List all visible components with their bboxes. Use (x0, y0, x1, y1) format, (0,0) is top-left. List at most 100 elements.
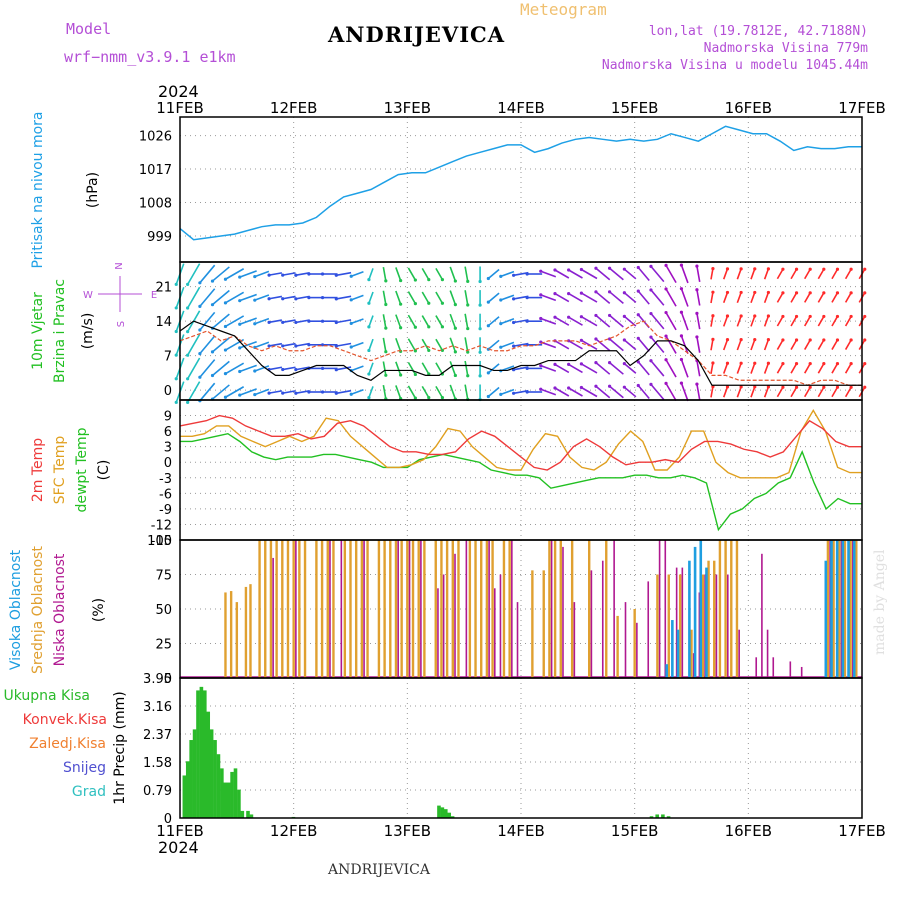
low-cloud-bar (766, 629, 769, 678)
low-cloud-bar (681, 567, 684, 678)
wind-arrow-head (835, 314, 840, 319)
wind-arrow-head (453, 326, 457, 330)
wind-arrow-head (367, 372, 371, 376)
temp-ylabel-sfc: SFC Temp (52, 436, 68, 505)
wind-arrow (763, 315, 770, 327)
wind-arrow-head (553, 268, 557, 272)
wind-arrow (803, 339, 811, 350)
wind-arrow (395, 337, 402, 352)
high-cloud-bar (688, 560, 691, 678)
y-tick-label: 0 (164, 812, 172, 827)
wind-arrow (407, 267, 417, 281)
mid-cloud-bar (701, 574, 705, 678)
mid-cloud-bar (502, 540, 506, 678)
wind-arrow-head (636, 360, 640, 364)
wind-arrow-head (367, 278, 371, 282)
x-tick-label-bottom: 14FEB (497, 822, 544, 840)
wind-arrow-head (679, 310, 684, 314)
wind-arrow-head (453, 350, 457, 354)
wind-arrow (650, 313, 665, 330)
wind-arrow (680, 382, 689, 402)
wind-arrow (268, 342, 283, 347)
mid-cloud-bar (548, 540, 551, 678)
mid-cloud-bar (542, 570, 545, 678)
x-tick-label-bottom: 16FEB (725, 822, 772, 840)
y-tick-label: 6 (164, 425, 172, 440)
precip-bar (223, 782, 228, 818)
precip-bar (182, 775, 187, 818)
low-cloud-bar (840, 540, 843, 678)
wind-arrow-head (267, 391, 271, 395)
wind-arrow-head (427, 278, 431, 282)
wind-arrow-head (664, 358, 668, 362)
mid-cloud-bar (229, 591, 233, 678)
wind-arrow (665, 264, 677, 284)
wind-arrow-head (186, 306, 190, 310)
wind-arrow (790, 292, 798, 303)
temp-ylabel-dewpt: dewpt Temp (74, 427, 90, 512)
precip-bar (237, 789, 241, 818)
wind-arrow-head (367, 301, 371, 305)
wind-arrow-head (384, 373, 388, 377)
x-tick-label-top: 17FEB (838, 99, 885, 117)
wind-arrow (199, 288, 216, 307)
wind-arrow (581, 268, 598, 280)
wind-arrow-head (367, 348, 371, 353)
wind-arrow-head (413, 278, 417, 282)
wind-arrow (407, 291, 417, 305)
wind-arrow (736, 386, 742, 398)
wind-arrow-head (863, 385, 867, 389)
wind-arrow (435, 291, 444, 304)
wind-arrow (554, 387, 570, 397)
precip-legend-label: Snijeg (63, 760, 106, 776)
mid-cloud-bar (474, 540, 477, 678)
wind-arrow-head (636, 265, 640, 270)
wind-arrow-head (499, 274, 503, 278)
wind-arrow-head (413, 325, 417, 329)
wind-arrow-head (512, 273, 516, 277)
wind-arrow-head (822, 291, 826, 295)
wind-arrow (831, 386, 839, 398)
mid-cloud-bar (332, 540, 335, 678)
wind-arrow-head (174, 353, 178, 357)
wind-arrow-head (849, 385, 853, 389)
wind-arrow-head (223, 301, 228, 305)
wind-arrow (710, 362, 714, 374)
wind-arrow-head (863, 362, 867, 366)
wind-arrow-head (198, 328, 202, 332)
wind-arrow-head (210, 350, 215, 354)
wind-arrow-head (863, 338, 867, 342)
wind-arrow-head (822, 267, 826, 271)
wind-arrow (464, 337, 469, 353)
wind-arrow-head (320, 366, 325, 370)
wind-arrow-head (794, 291, 799, 295)
wind-arrow (199, 359, 216, 378)
chart-title: ANDRIJEVICA (328, 22, 506, 47)
precip-legend-label: Konvek.Kisa (23, 712, 107, 728)
low-cloud-bar (516, 602, 519, 678)
precip-bar (209, 729, 214, 818)
cloud-ylabel-mid: Srednja Oblacnost (30, 546, 46, 674)
wind-arrow (382, 290, 387, 305)
wind-arrow-head (174, 282, 178, 286)
wind-arrow-head (711, 314, 715, 318)
wind-arrow-head (525, 319, 529, 323)
x-tick-label-bottom: 15FEB (611, 822, 658, 840)
wind-arrow (750, 315, 756, 327)
wind-arrow (844, 339, 852, 350)
wind-arrow-head (607, 266, 612, 270)
wind-arrow-head (349, 321, 353, 326)
wind-arrow (722, 386, 729, 398)
low-cloud-bar (329, 540, 331, 678)
low-cloud-bar (755, 657, 758, 678)
wind-arrow (803, 386, 811, 398)
wind-arrow-head (594, 384, 598, 388)
low-cloud-bar (499, 574, 502, 678)
mid-cloud-bar (264, 540, 267, 678)
wind-arrow-head (486, 394, 490, 399)
wind-arrow (637, 337, 650, 352)
mid-cloud-bar (445, 540, 449, 678)
wind-arrow (790, 316, 798, 327)
precip-bar (192, 729, 197, 818)
wind-arrow (763, 386, 770, 398)
